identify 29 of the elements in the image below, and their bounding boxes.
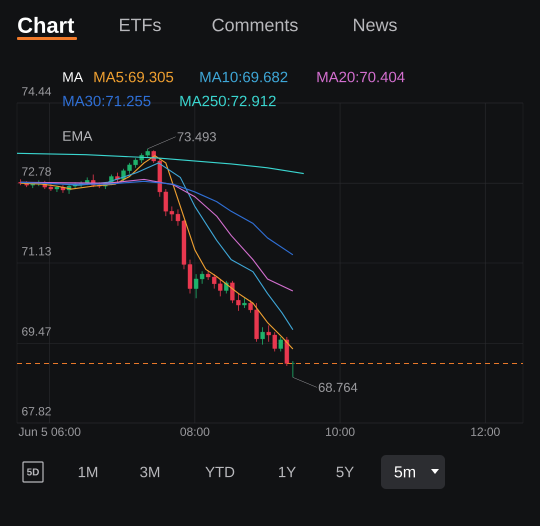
text: MA20:70.404 [317,72,405,82]
annotation: 73.493 [178,132,216,142]
text: MA10:69.682 [200,72,288,82]
annotation: EMA [63,131,92,141]
text: 1Y [279,466,296,478]
text: 5D [26,468,39,476]
y-tick-label: 69.47 [22,327,51,336]
text: Comments [212,18,298,32]
text: MA5:69.305 [94,72,174,82]
x-tick-label: Jun 5 06:00 [18,428,80,436]
text: News [354,18,397,32]
text: 5Y [336,466,354,478]
annotation: 68.764 [318,382,358,392]
text: MA [63,72,84,82]
text: YTD [205,466,234,478]
text: Chart [18,16,74,34]
text: ETFs [120,18,161,32]
text: 3M [140,466,160,478]
y-tick-label: 67.82 [22,407,51,416]
x-tick-label: 12:00 [471,428,500,436]
y-tick-label: 72.78 [22,167,51,176]
text: MA250:72.912 [180,96,276,106]
y-tick-label: 71.13 [22,247,51,256]
y-tick-label: 74.44 [22,87,52,96]
x-tick-label: 08:00 [180,428,210,436]
x-tick-label: 10:00 [326,428,355,436]
text: MA30:71.255 [63,96,150,106]
text: 1M [78,466,98,478]
text: 5m [394,466,416,478]
